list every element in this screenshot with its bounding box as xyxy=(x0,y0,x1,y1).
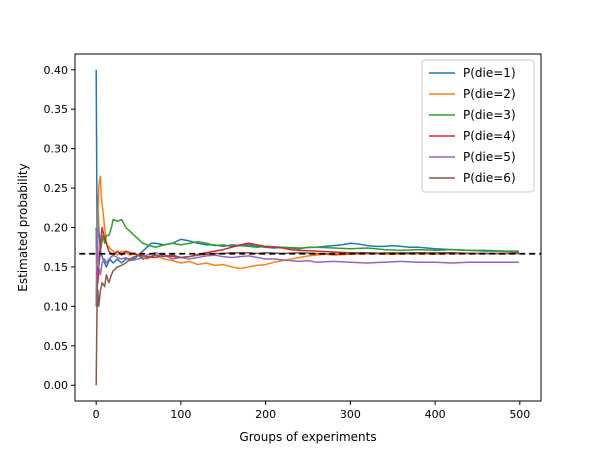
legend-label: P(die=3) xyxy=(463,108,516,122)
x-tick-label: 500 xyxy=(509,408,530,421)
y-axis-label: Estimated probability xyxy=(16,163,30,291)
series-line-die-6 xyxy=(95,251,519,386)
legend-label: P(die=1) xyxy=(463,66,516,80)
x-tick-label: 300 xyxy=(340,408,361,421)
legend-label: P(die=6) xyxy=(463,171,516,185)
y-tick-label: 0.35 xyxy=(44,103,69,116)
y-tick-label: 0.00 xyxy=(44,379,69,392)
series-layer xyxy=(95,69,520,386)
y-axis-ticks: 0.00 0.05 0.10 0.15 0.20 0.25 0.30 0.35 0.40 xyxy=(44,64,75,392)
x-axis-label: Groups of experiments xyxy=(239,430,376,444)
y-tick-label: 0.05 xyxy=(44,340,69,353)
legend-label: P(die=5) xyxy=(463,150,516,164)
legend-box xyxy=(421,59,535,193)
legend: P(die=1) P(die=2) P(die=3) P(die=4) P(die=5)… xyxy=(421,59,535,193)
x-tick-label: 400 xyxy=(425,408,446,421)
y-tick-label: 0.30 xyxy=(44,143,69,156)
legend-label: P(die=2) xyxy=(463,87,516,101)
x-tick-label: 100 xyxy=(170,408,191,421)
y-tick-label: 0.20 xyxy=(44,222,69,235)
y-tick-label: 0.25 xyxy=(44,182,69,195)
series-line-die-3 xyxy=(95,218,519,308)
series-line-die-4 xyxy=(95,226,520,307)
y-tick-label: 0.10 xyxy=(44,300,69,313)
legend-label: P(die=4) xyxy=(463,129,516,143)
x-tick-label: 200 xyxy=(255,408,276,421)
series-line-die-5 xyxy=(95,226,519,307)
x-tick-label: 0 xyxy=(93,408,100,421)
y-tick-label: 0.15 xyxy=(44,261,69,274)
x-axis-ticks: 0 100 200 300 400 500 xyxy=(93,401,530,421)
y-tick-label: 0.40 xyxy=(44,64,69,77)
